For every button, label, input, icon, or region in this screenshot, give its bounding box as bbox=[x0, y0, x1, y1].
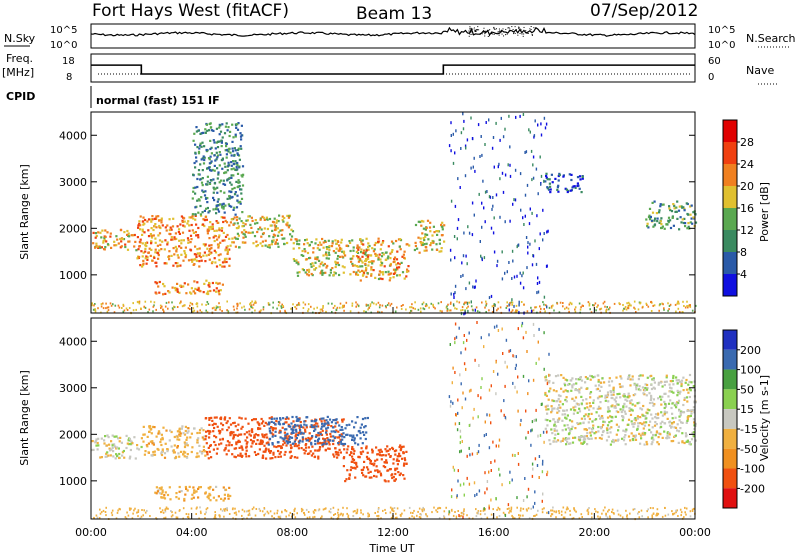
y-tick-label: 4000 bbox=[59, 335, 87, 348]
velocity-colorbar: 200 100 50 15 -15 -50 -100 -200 bbox=[722, 329, 765, 509]
x-tick-label: 12:00 bbox=[377, 526, 409, 539]
colorbar-segment bbox=[723, 448, 737, 469]
colorbar-tick-label: 24 bbox=[740, 158, 754, 171]
date-title: 07/Sep/2012 bbox=[590, 1, 698, 21]
colorbar-segment bbox=[723, 208, 737, 230]
power-ylabel: Slant Range [km] bbox=[18, 164, 31, 260]
x-tick-label: 04:00 bbox=[176, 526, 208, 539]
x-tick-label: 20:00 bbox=[578, 526, 610, 539]
nsky-label: N.Sky bbox=[4, 32, 36, 45]
colorbar-segment bbox=[723, 468, 737, 489]
x-tick-label: 08:00 bbox=[276, 526, 308, 539]
cpid-mode: normal (fast) 151 IF bbox=[96, 94, 220, 107]
x-tick-label: 00:00 bbox=[679, 526, 711, 539]
colorbar-tick-label: 8 bbox=[740, 246, 747, 259]
nsearch-tick-top: 10^5 bbox=[708, 25, 735, 36]
power-colorbar: 28 24 20 16 12 8 4 bbox=[722, 119, 754, 297]
power-data bbox=[91, 112, 698, 316]
power-panel: 1000 2000 3000 4000 Slant Range [km] bbox=[18, 111, 698, 316]
colorbar-tick-label: 100 bbox=[740, 364, 761, 377]
colorbar-segment bbox=[723, 409, 737, 429]
colorbar-tick-label: 28 bbox=[740, 136, 754, 149]
colorbar-segment bbox=[723, 488, 737, 508]
colorbar-segment bbox=[723, 164, 737, 186]
velocity-data bbox=[91, 321, 697, 521]
y-tick-label: 2000 bbox=[59, 428, 87, 441]
colorbar-segment bbox=[723, 186, 737, 208]
colorbar-tick-label: 50 bbox=[740, 383, 754, 396]
station-title: Fort Hays West (fitACF) bbox=[92, 1, 289, 21]
colorbar-tick-label: -50 bbox=[740, 443, 758, 456]
nsky-tick-top: 10^5 bbox=[50, 25, 77, 36]
y-tick-label: 4000 bbox=[59, 129, 87, 142]
colorbar-tick-label: 200 bbox=[740, 344, 761, 357]
nsearch-label: N.Search bbox=[746, 32, 796, 45]
noise-search-dots bbox=[468, 26, 535, 37]
freq-tick-top: 18 bbox=[62, 56, 75, 67]
cpid-label: CPID bbox=[6, 90, 35, 103]
x-axis-label: Time UT bbox=[368, 542, 414, 554]
colorbar-tick-label: 4 bbox=[740, 268, 747, 281]
colorbar-tick-label: 20 bbox=[740, 180, 754, 193]
x-tick-label: 00:00 bbox=[75, 526, 107, 539]
colorbar-tick-label: 16 bbox=[740, 202, 754, 215]
velocity-panel: 1000 2000 3000 4000 Slant Range [km] bbox=[18, 317, 697, 521]
freq-label: Freq. bbox=[6, 52, 33, 65]
noise-trace bbox=[90, 26, 696, 37]
colorbar-segment bbox=[723, 428, 737, 449]
colorbar-segment bbox=[723, 142, 737, 164]
colorbar-segment bbox=[723, 349, 737, 370]
y-tick-label: 1000 bbox=[59, 269, 87, 282]
x-axis: 00:00 04:00 08:00 12:00 16:00 20:00 00:00 bbox=[75, 307, 711, 539]
colorbar-segment bbox=[723, 389, 737, 410]
nave-label: Nave bbox=[746, 64, 774, 77]
colorbar-segment bbox=[723, 120, 737, 142]
freq-tick-bottom: 8 bbox=[66, 72, 72, 83]
colorbar-segment bbox=[723, 230, 737, 252]
power-colorbar-label: Power [dB] bbox=[758, 182, 771, 242]
velocity-colorbar-label: Velocity [m s-1] bbox=[758, 375, 771, 461]
colorbar-segment bbox=[723, 274, 737, 296]
beam-title: Beam 13 bbox=[356, 4, 432, 24]
colorbar-tick-label: 15 bbox=[740, 403, 754, 416]
freq-unit-label: [MHz] bbox=[2, 66, 34, 79]
frequency-trace bbox=[91, 64, 695, 75]
y-tick-label: 3000 bbox=[59, 382, 87, 395]
colorbar-tick-label: -200 bbox=[740, 482, 765, 495]
colorbar-tick-label: -15 bbox=[740, 423, 758, 436]
y-tick-label: 3000 bbox=[59, 176, 87, 189]
velocity-ylabel: Slant Range [km] bbox=[18, 370, 31, 466]
noise-panel: N.Sky 10^5 10^0 10^5 10^0 N.Search bbox=[4, 23, 796, 51]
x-tick-label: 16:00 bbox=[478, 526, 510, 539]
colorbar-segment bbox=[723, 252, 737, 274]
nave-tick-top: 60 bbox=[708, 56, 721, 67]
y-tick-label: 2000 bbox=[59, 222, 87, 235]
colorbar-tick-label: -100 bbox=[740, 463, 765, 476]
nave-tick-bottom: 0 bbox=[708, 72, 714, 83]
colorbar-tick-label: 12 bbox=[740, 224, 754, 237]
y-tick-label: 1000 bbox=[59, 475, 87, 488]
nsearch-tick-bottom: 10^0 bbox=[708, 40, 735, 51]
colorbar-segment bbox=[723, 369, 737, 390]
freq-panel: Freq. [MHz] 18 8 60 0 Nave bbox=[2, 52, 778, 85]
colorbar-segment bbox=[723, 330, 737, 350]
nsky-tick-bottom: 10^0 bbox=[50, 40, 77, 51]
